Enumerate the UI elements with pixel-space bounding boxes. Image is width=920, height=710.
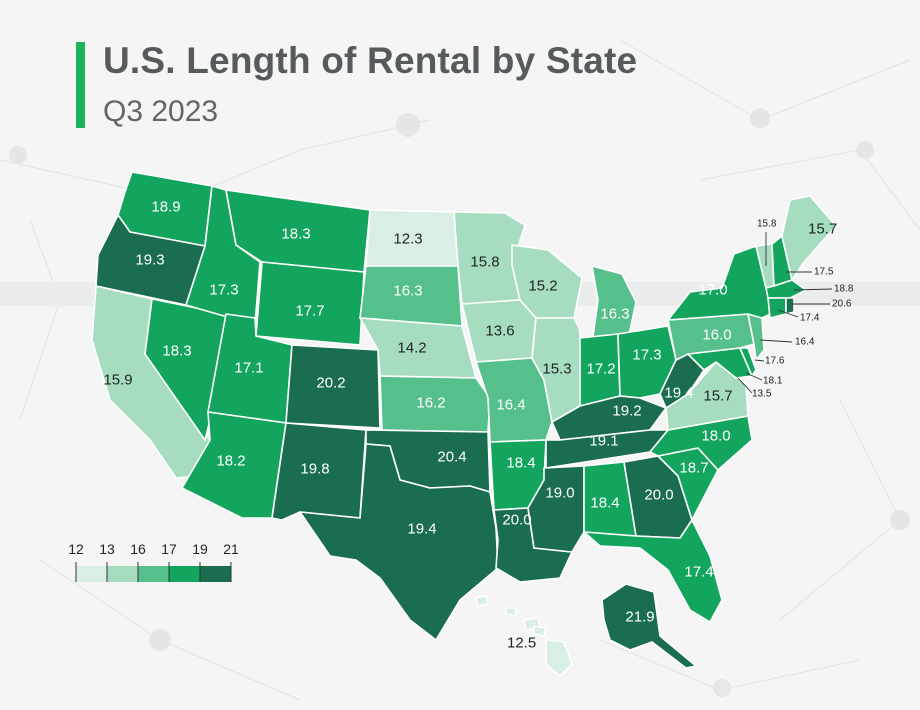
legend-swatch bbox=[169, 566, 200, 582]
state-value-CA: 15.9 bbox=[103, 372, 132, 389]
state-value-PA: 16.0 bbox=[702, 327, 731, 344]
state-value-TN: 19.1 bbox=[589, 433, 618, 450]
legend-swatch bbox=[138, 566, 169, 582]
state-value-DC: 13.5 bbox=[752, 389, 772, 400]
legend-threshold-label: 13 bbox=[99, 541, 115, 557]
state-HI bbox=[545, 639, 573, 677]
state-value-IN: 17.2 bbox=[586, 361, 615, 378]
state-value-NE: 14.2 bbox=[397, 340, 426, 357]
state-AK bbox=[601, 583, 697, 669]
callout-leader-lines bbox=[737, 232, 833, 394]
state-value-IA: 13.6 bbox=[485, 323, 514, 340]
state-value-CO: 20.2 bbox=[316, 375, 345, 392]
state-value-GA: 20.0 bbox=[644, 487, 673, 504]
state-value-NJ: 16.4 bbox=[795, 337, 815, 348]
legend-threshold-label: 17 bbox=[161, 541, 177, 557]
state-value-MN: 15.8 bbox=[470, 254, 499, 271]
state-value-AL: 18.4 bbox=[590, 495, 619, 512]
state-value-MI: 16.3 bbox=[600, 306, 629, 323]
state-value-OH: 17.3 bbox=[632, 347, 661, 364]
legend-swatch bbox=[200, 566, 231, 582]
state-value-VT: 15.8 bbox=[757, 219, 777, 230]
state-CO bbox=[285, 344, 381, 429]
state-value-SD: 16.3 bbox=[393, 283, 422, 300]
state-value-AZ: 18.2 bbox=[216, 453, 245, 470]
state-value-NM: 19.8 bbox=[300, 461, 329, 478]
state-value-AK: 21.9 bbox=[625, 609, 654, 626]
map-subtitle: Q3 2023 bbox=[103, 95, 219, 128]
state-value-RI: 20.6 bbox=[832, 299, 852, 310]
state-value-KY: 19.2 bbox=[612, 403, 641, 420]
state-value-VA: 15.7 bbox=[703, 388, 732, 405]
state-RI bbox=[785, 297, 795, 315]
state-value-MD: 18.1 bbox=[763, 376, 783, 387]
state-value-MS: 19.0 bbox=[545, 485, 574, 502]
state-value-ME: 15.7 bbox=[808, 221, 837, 238]
state-value-UT: 17.1 bbox=[234, 360, 263, 377]
state-value-ID: 17.3 bbox=[209, 282, 238, 299]
state-value-ND: 12.3 bbox=[393, 231, 422, 248]
legend-threshold-label: 19 bbox=[192, 541, 208, 557]
state-value-NV: 18.3 bbox=[162, 343, 191, 360]
state-value-MA: 18.8 bbox=[834, 284, 854, 295]
state-value-OK: 20.4 bbox=[437, 449, 466, 466]
state-FL bbox=[583, 519, 723, 623]
state-value-WI: 15.2 bbox=[528, 278, 557, 295]
state-value-FL: 17.4 bbox=[684, 564, 713, 581]
state-value-OR: 19.3 bbox=[135, 252, 164, 269]
state-value-LA: 20.0 bbox=[502, 512, 531, 529]
state-value-MT: 18.3 bbox=[281, 226, 310, 243]
state-value-MO: 16.4 bbox=[496, 397, 525, 414]
state-value-WY: 17.7 bbox=[295, 303, 324, 320]
state-value-NY: 17.0 bbox=[698, 282, 727, 299]
map-title: U.S. Length of Rental by State bbox=[103, 40, 638, 81]
state-value-HI: 12.5 bbox=[507, 635, 536, 652]
state-TX bbox=[299, 443, 499, 641]
state-value-SC: 18.7 bbox=[679, 460, 708, 477]
legend-swatch bbox=[76, 566, 107, 582]
state-WY bbox=[255, 261, 365, 346]
state-value-IL: 15.3 bbox=[542, 361, 571, 378]
state-value-NC: 18.0 bbox=[701, 428, 730, 445]
state-value-KS: 16.2 bbox=[416, 395, 445, 412]
state-value-DE: 17.6 bbox=[765, 356, 785, 367]
state-value-TX: 19.4 bbox=[407, 521, 436, 538]
legend-threshold-label: 21 bbox=[223, 541, 239, 557]
legend-threshold-label: 12 bbox=[68, 541, 84, 557]
legend-swatch bbox=[107, 566, 138, 582]
state-value-WA: 18.9 bbox=[151, 199, 180, 216]
state-value-AR: 18.4 bbox=[506, 455, 535, 472]
state-value-CT: 17.4 bbox=[800, 313, 820, 324]
hawaii-small-islands bbox=[475, 595, 547, 637]
state-value-NH: 17.5 bbox=[814, 267, 834, 278]
state-DE bbox=[739, 347, 757, 377]
title-accent-bar bbox=[76, 42, 85, 128]
legend-threshold-label: 16 bbox=[130, 541, 146, 557]
state-value-WV: 19.4 bbox=[664, 385, 693, 402]
